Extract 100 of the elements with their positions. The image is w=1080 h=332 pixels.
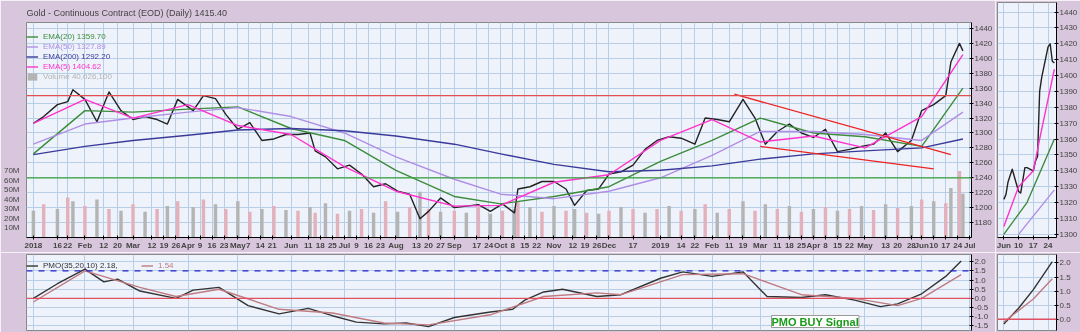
x-tick-label: Dec	[601, 240, 617, 250]
bar	[619, 207, 623, 238]
bar	[643, 212, 647, 238]
bar	[284, 209, 288, 238]
x-tick-label: 2018	[24, 240, 43, 250]
x-tick-label: Jul	[964, 240, 976, 250]
x-tick-label: 10	[929, 240, 939, 250]
x-tick-label: 21	[267, 240, 278, 250]
bar	[540, 211, 544, 238]
x-tick-label: 19	[159, 240, 169, 250]
y-tick-label: 1380	[1059, 102, 1078, 112]
y-tick-label: -1.5	[974, 321, 989, 331]
y-tick-label: 1310	[1059, 213, 1078, 223]
x-tick-label: 11	[304, 240, 314, 250]
bar	[564, 210, 568, 238]
y2-tick-label: 10M	[3, 223, 20, 233]
bar	[949, 188, 953, 238]
x-tick-label: Oct	[494, 240, 508, 250]
x-tick-label: 18	[784, 240, 795, 250]
y-tick-label: 1430	[1059, 23, 1078, 33]
legend-label: PMO(35,20,10) 2.18,	[43, 261, 118, 270]
x-tick-label: Apr	[181, 240, 195, 250]
chart-title: Gold - Continuous Contract (EOD) (Daily) 1415.40	[26, 7, 228, 18]
y-tick-label: 1300	[974, 128, 993, 138]
y-tick-label: 1440	[974, 23, 993, 33]
x-tick-label: 16	[363, 240, 374, 250]
line-series	[1003, 68, 1056, 228]
x-tick-label: 12	[147, 240, 157, 250]
y-tick-label: 1340	[1059, 166, 1078, 176]
bar	[655, 208, 659, 238]
annotation: PMO BUY Signal	[771, 315, 859, 328]
y-tick-label: 1330	[1059, 182, 1078, 192]
y-tick-label: 0.0	[1059, 314, 1072, 324]
y-tick-label: 1400	[974, 53, 993, 63]
bar	[296, 210, 300, 238]
x-tick-label: 15	[833, 240, 843, 250]
x-tick-label: 11	[773, 240, 783, 250]
bar	[107, 208, 111, 238]
legend-label: Volume 40,026,100	[43, 72, 112, 81]
bar	[224, 208, 228, 238]
x-tick-label: 24	[953, 240, 963, 250]
x-tick-label: 17	[941, 240, 951, 250]
y-tick-label: 1420	[1059, 39, 1078, 49]
x-tick-label: 22	[63, 240, 73, 250]
x-tick-label: 20	[113, 240, 123, 250]
x-tick-label: 11	[725, 240, 735, 250]
y-tick-label: 1370	[1059, 118, 1078, 128]
y-tick-label: -1.0	[974, 312, 989, 322]
line-series	[32, 127, 964, 173]
bar	[313, 212, 317, 238]
bar	[308, 207, 312, 238]
y-tick-label: 1340	[974, 98, 993, 108]
y-tick-label: 1180	[974, 218, 993, 228]
bar	[528, 207, 532, 238]
line-series	[1003, 260, 1053, 325]
x-tick-label: 12	[99, 240, 109, 250]
x-tick-label: 25	[327, 240, 338, 250]
x-tick-label: 26	[171, 240, 181, 250]
y-tick-label: 1420	[974, 38, 993, 48]
bar	[248, 211, 252, 238]
y-tick-label: 1320	[974, 113, 993, 123]
x-tick-label: Apr	[806, 240, 821, 250]
x-tick-label: Jun	[283, 240, 299, 250]
bar	[131, 204, 135, 238]
bar	[516, 201, 520, 238]
text: EMA(5) 1404.62	[43, 62, 102, 71]
bar	[715, 212, 719, 238]
y-tick-label: 1260	[974, 158, 993, 168]
line-series	[32, 260, 962, 328]
x-tick-label: Feb	[704, 240, 720, 250]
bar	[679, 210, 683, 238]
x-tick-label: Jun	[914, 240, 929, 250]
x-tick-label: 17	[1028, 240, 1039, 250]
bar	[607, 210, 611, 238]
x-tick-label: 26	[592, 240, 602, 250]
y-tick-label: 2.0	[1059, 258, 1072, 268]
line-series	[32, 270, 962, 326]
x-tick-label: 16	[52, 240, 63, 250]
y-tick-label: 1300	[1059, 229, 1078, 239]
x-tick-label: 14	[676, 240, 687, 250]
x-tick-label: 8	[823, 240, 829, 250]
x-tick-label: 7	[245, 240, 251, 250]
x-tick-label: 2019	[651, 240, 670, 250]
x-tick-label: 15	[520, 240, 530, 250]
x-tick-label: 18	[315, 240, 326, 250]
x-tick-label: 25	[796, 240, 807, 250]
x-tick-label: 24	[484, 240, 494, 250]
x-tick-label: 23	[219, 240, 230, 250]
x-tick-label: May	[230, 240, 247, 250]
y-tick-label: 1350	[1059, 150, 1078, 160]
x-tick-label: 12	[568, 240, 578, 250]
bar	[667, 206, 671, 238]
text: EMA(20) 1359.70	[43, 32, 106, 41]
y2-tick-label: 20M	[3, 213, 20, 223]
x-tick-label: 23	[376, 240, 386, 250]
x-tick-label: May	[857, 240, 874, 250]
x-tick-label: 10	[1014, 240, 1024, 250]
bar	[631, 208, 635, 238]
y-tick-label: 1410	[1059, 55, 1078, 65]
x-tick-label: 27	[436, 240, 446, 250]
